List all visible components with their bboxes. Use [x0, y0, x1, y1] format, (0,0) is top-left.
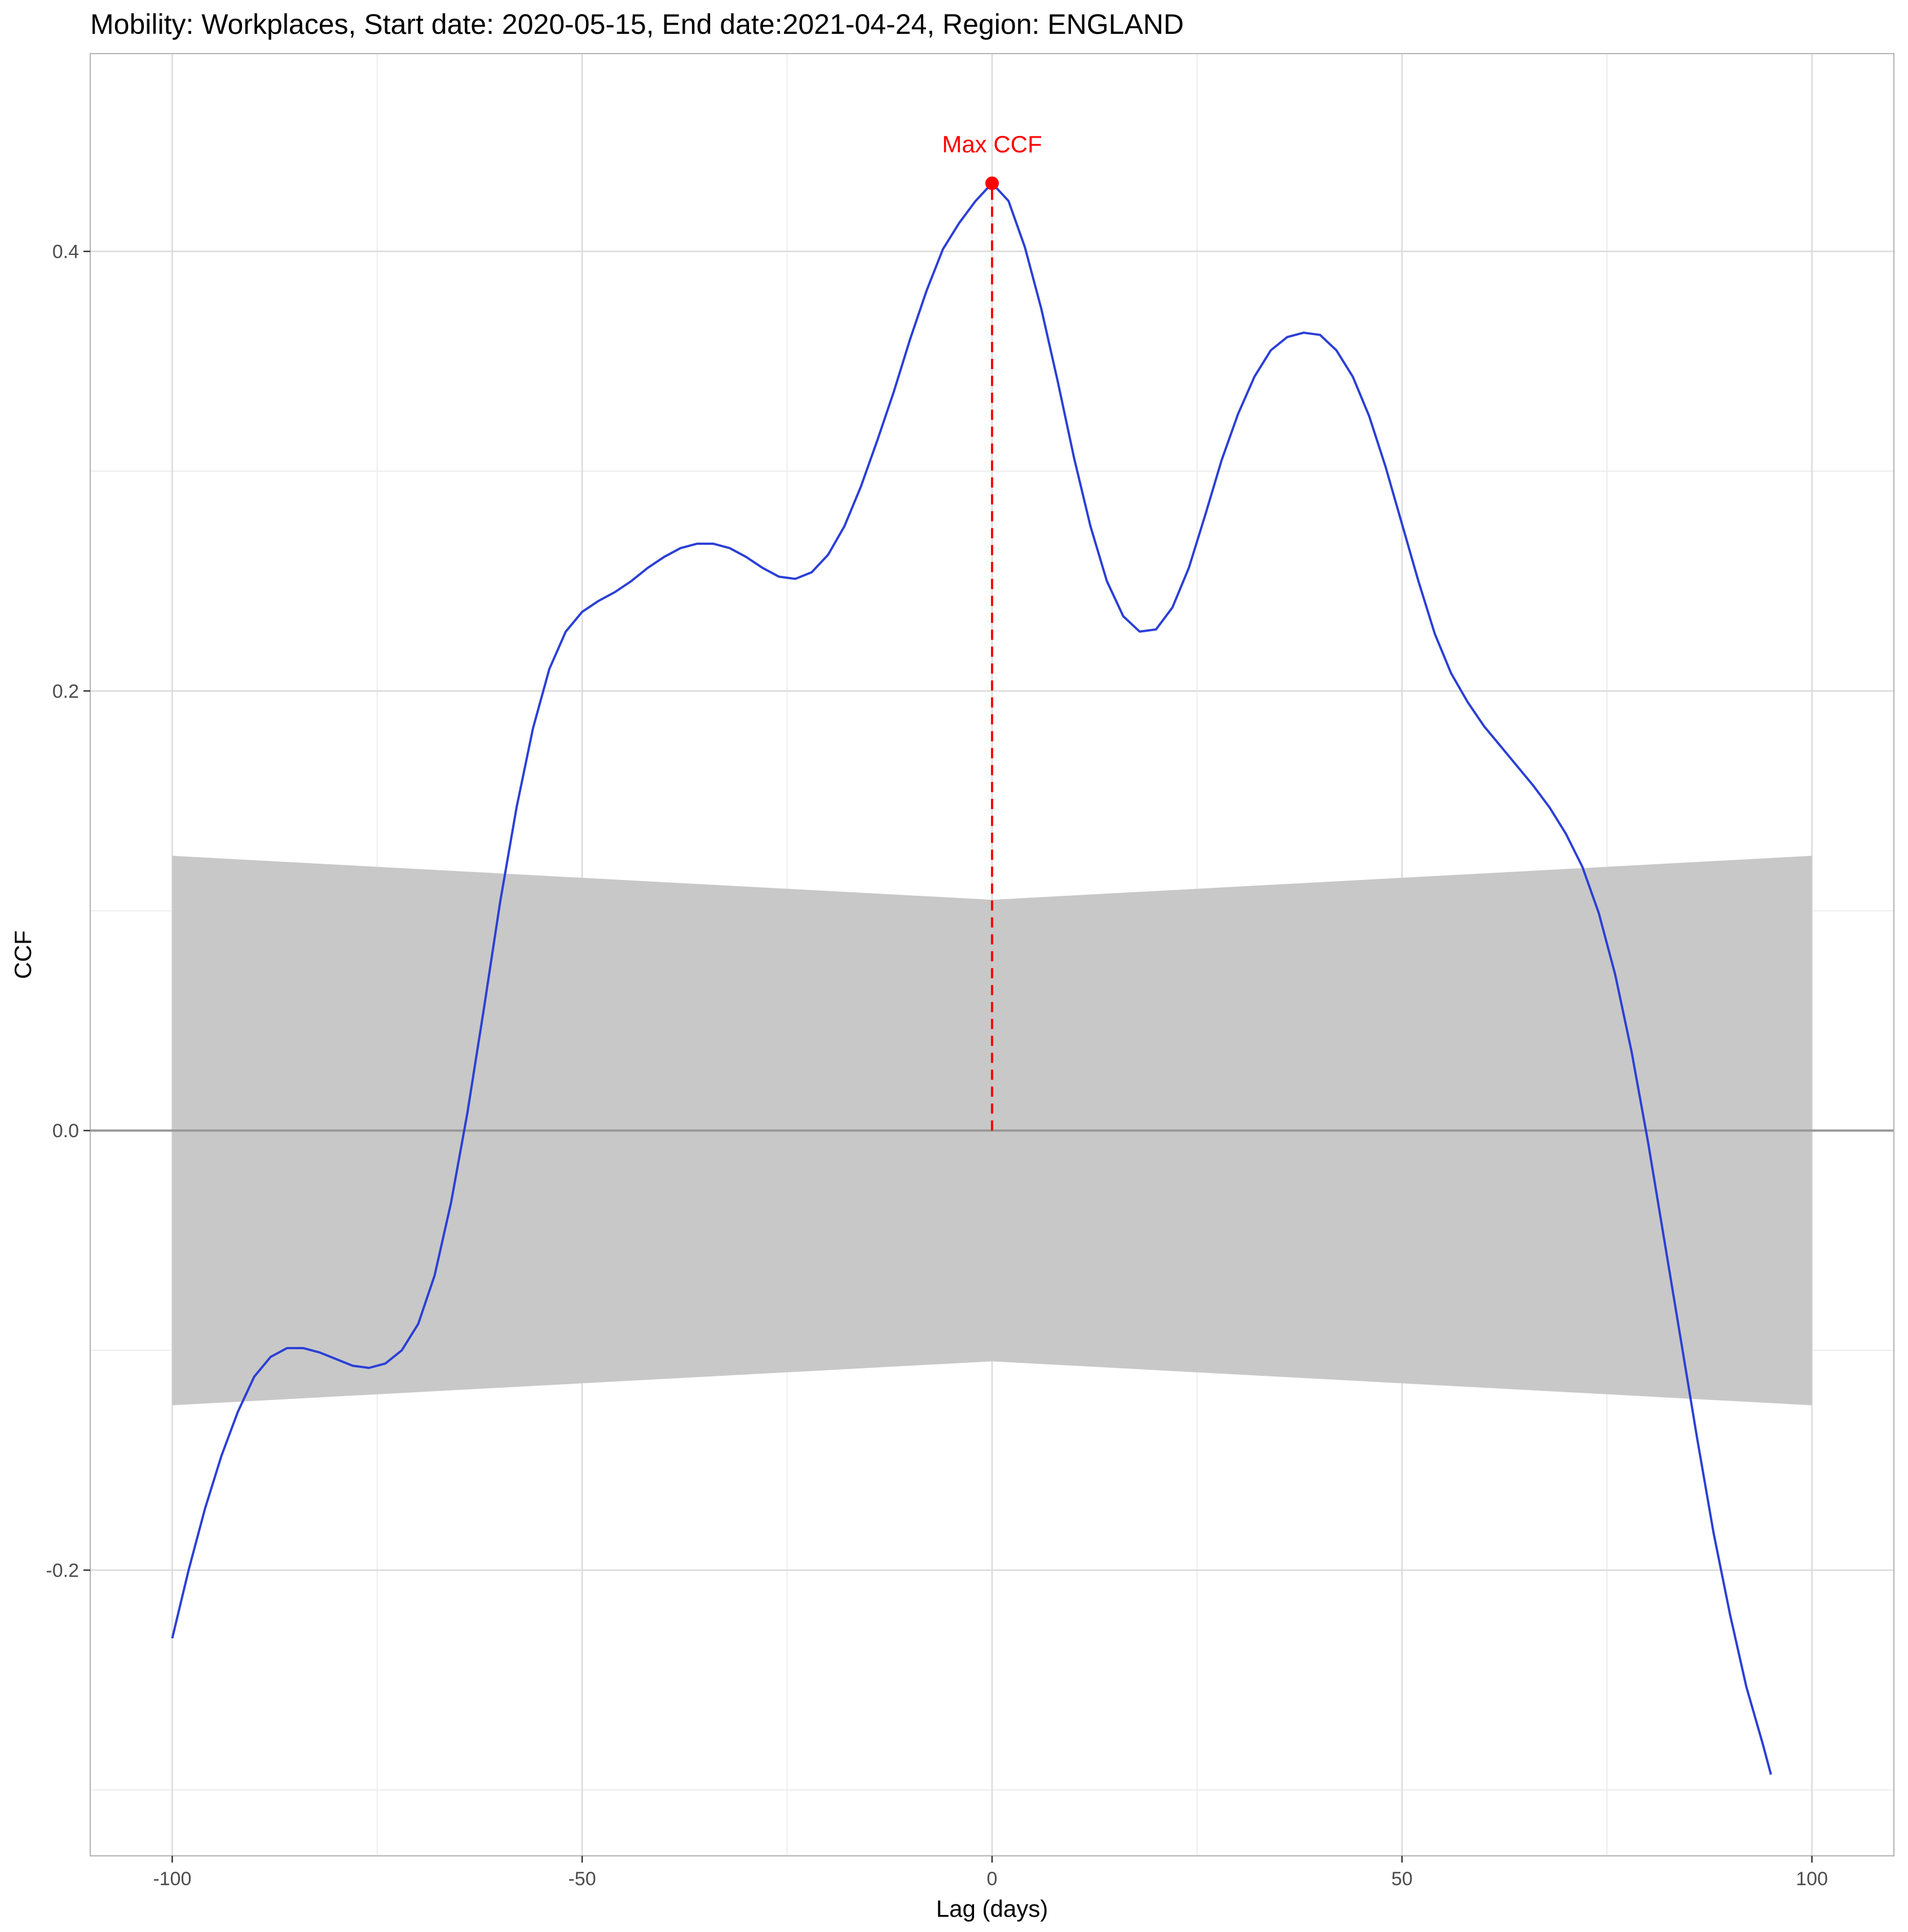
y-tick-label: 0.2	[52, 681, 79, 702]
y-axis-label: CCF	[10, 930, 36, 979]
series-layer	[171, 182, 1772, 1775]
x-tick-label: -50	[569, 1868, 596, 1890]
ccf-line	[171, 182, 1772, 1775]
x-axis-ticks: -100 -50 0 50 100	[153, 1856, 1828, 1890]
max-ccf-point	[985, 176, 999, 190]
y-axis-ticks: -0.2 0.0 0.2 0.4	[46, 241, 90, 1581]
x-tick-label: -100	[153, 1868, 191, 1890]
y-tick-label: -0.2	[46, 1560, 79, 1581]
y-tick-label: 0.4	[52, 241, 79, 263]
x-tick-label: 0	[987, 1868, 998, 1890]
x-tick-label: 100	[1796, 1868, 1828, 1890]
x-tick-label: 50	[1391, 1868, 1413, 1890]
y-tick-label: 0.0	[52, 1120, 79, 1142]
max-ccf-label: Max CCF	[942, 131, 1042, 157]
max-marker-layer: Max CCF	[942, 131, 1042, 1131]
x-axis-label: Lag (days)	[936, 1895, 1048, 1922]
chart-title: Mobility: Workplaces, Start date: 2020-0…	[90, 8, 1184, 40]
